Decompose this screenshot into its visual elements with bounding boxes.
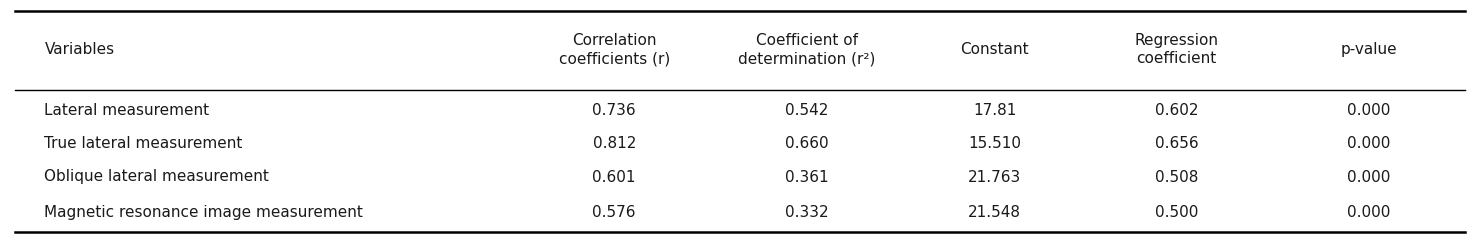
Text: Regression
coefficient: Regression coefficient <box>1135 33 1218 66</box>
Text: Oblique lateral measurement: Oblique lateral measurement <box>44 169 269 185</box>
Text: Correlation
coefficients (r): Correlation coefficients (r) <box>558 33 670 66</box>
Text: True lateral measurement: True lateral measurement <box>44 136 243 152</box>
Text: 0.736: 0.736 <box>592 103 636 118</box>
Text: Lateral measurement: Lateral measurement <box>44 103 210 118</box>
Text: 0.000: 0.000 <box>1347 103 1391 118</box>
Text: 0.500: 0.500 <box>1154 205 1199 220</box>
Text: 0.601: 0.601 <box>592 169 636 185</box>
Text: Magnetic resonance image measurement: Magnetic resonance image measurement <box>44 205 363 220</box>
Text: 15.510: 15.510 <box>968 136 1021 152</box>
Text: Variables: Variables <box>44 42 114 57</box>
Text: Constant: Constant <box>961 42 1029 57</box>
Text: 0.332: 0.332 <box>784 205 829 220</box>
Text: 0.000: 0.000 <box>1347 136 1391 152</box>
Text: 0.812: 0.812 <box>592 136 636 152</box>
Text: p-value: p-value <box>1341 42 1397 57</box>
Text: 0.660: 0.660 <box>784 136 829 152</box>
Text: Coefficient of
determination (r²): Coefficient of determination (r²) <box>739 33 875 66</box>
Text: 21.763: 21.763 <box>968 169 1021 185</box>
Text: 21.548: 21.548 <box>968 205 1021 220</box>
Text: 17.81: 17.81 <box>972 103 1017 118</box>
Text: 0.361: 0.361 <box>784 169 829 185</box>
Text: 0.000: 0.000 <box>1347 169 1391 185</box>
Text: 0.656: 0.656 <box>1154 136 1199 152</box>
Text: 0.602: 0.602 <box>1154 103 1199 118</box>
Text: 0.576: 0.576 <box>592 205 636 220</box>
Text: 0.542: 0.542 <box>784 103 829 118</box>
Text: 0.508: 0.508 <box>1154 169 1199 185</box>
Text: 0.000: 0.000 <box>1347 205 1391 220</box>
